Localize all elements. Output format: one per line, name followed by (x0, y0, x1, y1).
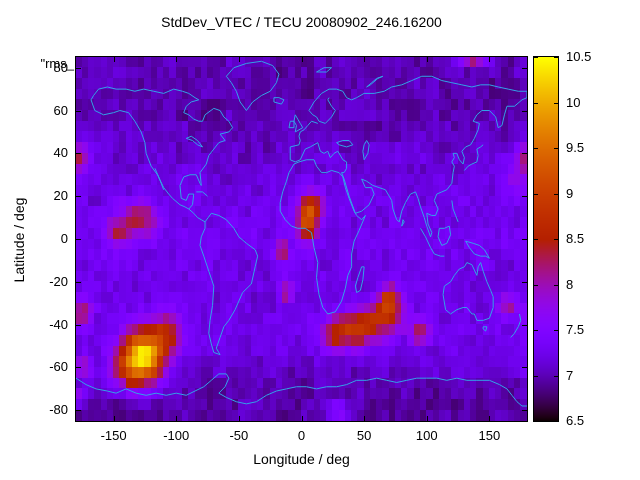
y-tick-label: -80 (49, 402, 68, 418)
corner-label: "rms_ (40, 56, 74, 71)
x-tick-label: -100 (163, 428, 190, 443)
x-tick-label: 150 (478, 428, 501, 443)
y-tick-label: 60 (53, 102, 68, 118)
x-axis-label: Longitude / deg (253, 451, 350, 467)
vtec-heatmap-canvas (75, 56, 528, 422)
colorbar-canvas (533, 56, 559, 422)
x-tick-label: -50 (229, 428, 249, 443)
colorbar-tick-label: 9 (566, 185, 574, 201)
y-tick-label: -60 (49, 359, 68, 375)
colorbar-tick-label: 8 (566, 276, 574, 292)
colorbar-tick-label: 10 (566, 94, 581, 110)
x-tick-label: -150 (100, 428, 127, 443)
y-tick-label: -40 (49, 316, 68, 332)
x-tick-label: 100 (415, 428, 438, 443)
colorbar-tick-label: 9.5 (566, 140, 585, 155)
y-tick-label: 40 (53, 145, 68, 161)
plot-title: StdDev_VTEC / TECU 20080902_246.16200 (161, 14, 442, 30)
x-tick-label: 0 (297, 428, 306, 443)
y-tick-label: 0 (60, 231, 68, 246)
colorbar-tick-label: 10.5 (566, 49, 592, 64)
y-tick-label: 80 (53, 59, 68, 75)
y-tick-label: 20 (53, 188, 68, 204)
x-tick-label: 50 (356, 428, 372, 443)
colorbar-tick-label: 7.5 (566, 322, 585, 337)
colorbar-tick-label: 7 (566, 367, 574, 383)
colorbar-tick-label: 6.5 (566, 413, 585, 428)
y-tick-label: -20 (49, 273, 68, 289)
colorbar-tick-label: 8.5 (566, 231, 585, 246)
